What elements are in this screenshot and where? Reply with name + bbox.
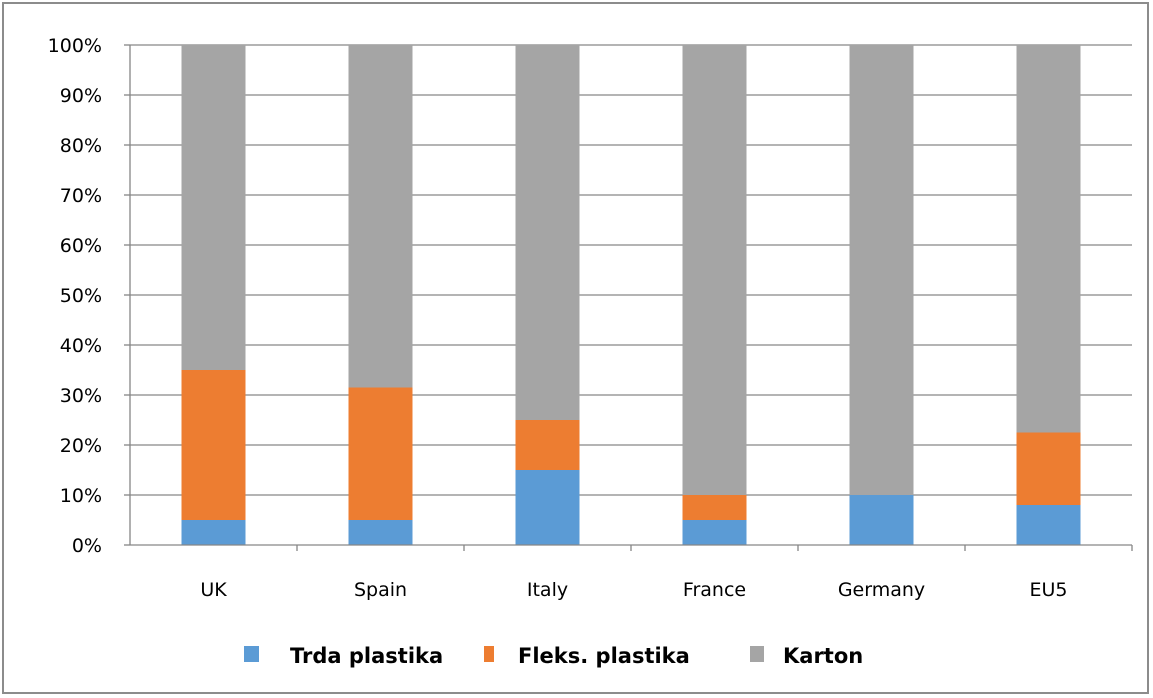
bar-segment-karton-spain <box>349 45 413 388</box>
y-tick-label: 70% <box>60 185 102 207</box>
x-category-label: Spain <box>354 579 407 601</box>
gridlines <box>130 45 1132 495</box>
bar-segment-karton-germany <box>850 45 914 495</box>
y-tick-label: 60% <box>60 235 102 257</box>
axes <box>124 45 1132 551</box>
x-category-label: France <box>683 579 746 601</box>
legend-label: Trda plastika <box>290 644 443 668</box>
bar-segment-trda-plastika-italy <box>516 470 580 545</box>
bar-segment-karton-france <box>683 45 747 495</box>
y-axis-tick-labels: 0% 10% 20% 30% 40% 50% 60% 70% 80% 90% 100% <box>48 35 102 557</box>
x-category-label: UK <box>200 579 227 601</box>
bar-segment-karton-eu5 <box>1017 45 1081 433</box>
legend-label: Karton <box>783 644 863 668</box>
bar-segment-fleks-plastika-eu5 <box>1017 433 1081 506</box>
x-category-label: EU5 <box>1030 579 1068 601</box>
bar-segment-trda-plastika-eu5 <box>1017 505 1081 545</box>
y-tick-label: 20% <box>60 435 102 457</box>
y-tick-label: 50% <box>60 285 102 307</box>
x-axis-category-labels: UK Spain Italy France Germany EU5 <box>200 579 1067 601</box>
bar-segment-fleks-plastika-spain <box>349 388 413 521</box>
y-tick-label: 100% <box>48 35 102 57</box>
legend-swatch <box>750 646 764 662</box>
y-tick-label: 10% <box>60 485 102 507</box>
x-category-label: Germany <box>838 579 925 601</box>
bar-segment-trda-plastika-spain <box>349 520 413 545</box>
bar-segment-trda-plastika-france <box>683 520 747 545</box>
y-tick-label: 0% <box>72 535 102 557</box>
y-tick-label: 40% <box>60 335 102 357</box>
x-category-label: Italy <box>527 579 568 601</box>
bar-segment-karton-italy <box>516 45 580 420</box>
legend-label: Fleks. plastika <box>518 644 690 668</box>
y-tick-label: 90% <box>60 85 102 107</box>
bar-segment-karton-uk <box>182 45 246 370</box>
legend-swatch <box>244 646 259 662</box>
legend-swatch <box>484 646 494 662</box>
y-tick-label: 80% <box>60 135 102 157</box>
legend: Trda plastika Fleks. plastika Karton <box>244 644 863 668</box>
bar-segment-trda-plastika-uk <box>182 520 246 545</box>
bar-segment-fleks-plastika-italy <box>516 420 580 470</box>
bar-segment-trda-plastika-germany <box>850 495 914 545</box>
bar-segment-fleks-plastika-uk <box>182 370 246 520</box>
bar-segment-fleks-plastika-france <box>683 495 747 520</box>
y-tick-label: 30% <box>60 385 102 407</box>
